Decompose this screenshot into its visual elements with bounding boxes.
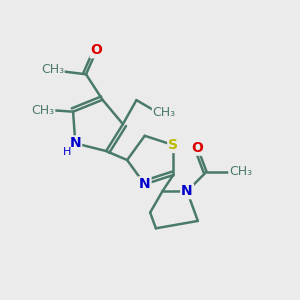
Text: O: O — [91, 43, 103, 57]
Text: H: H — [63, 147, 71, 157]
Text: CH₃: CH₃ — [152, 106, 176, 118]
Text: N: N — [139, 177, 151, 191]
Text: O: O — [192, 141, 203, 155]
Text: N: N — [181, 184, 193, 198]
Text: CH₃: CH₃ — [229, 165, 252, 178]
Text: CH₃: CH₃ — [41, 63, 64, 76]
Text: CH₃: CH₃ — [32, 104, 55, 117]
Text: S: S — [168, 138, 178, 152]
Text: N: N — [70, 136, 81, 150]
